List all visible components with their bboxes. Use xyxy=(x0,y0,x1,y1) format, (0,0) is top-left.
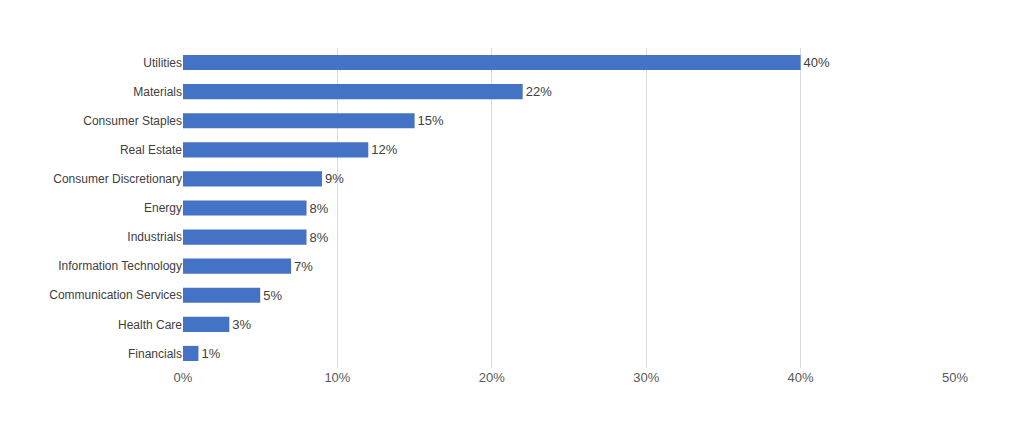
svg-text:Information Technology: Information Technology xyxy=(58,259,182,273)
svg-text:40%: 40% xyxy=(804,55,830,70)
svg-text:10%: 10% xyxy=(324,370,350,385)
svg-text:8%: 8% xyxy=(310,230,329,245)
svg-text:Communication Services: Communication Services xyxy=(49,288,182,302)
svg-text:Materials: Materials xyxy=(133,85,182,99)
svg-text:15%: 15% xyxy=(418,113,444,128)
svg-text:30%: 30% xyxy=(633,370,659,385)
svg-text:12%: 12% xyxy=(371,142,397,157)
svg-text:40%: 40% xyxy=(788,370,814,385)
svg-text:8%: 8% xyxy=(310,201,329,216)
svg-text:50%: 50% xyxy=(942,370,968,385)
svg-text:3%: 3% xyxy=(232,317,251,332)
svg-text:Energy: Energy xyxy=(144,201,182,215)
svg-text:Consumer Discretionary: Consumer Discretionary xyxy=(53,172,182,186)
svg-text:20%: 20% xyxy=(479,370,505,385)
svg-text:9%: 9% xyxy=(325,171,344,186)
svg-text:22%: 22% xyxy=(526,84,552,99)
svg-text:0%: 0% xyxy=(174,370,193,385)
svg-text:Health Care: Health Care xyxy=(118,318,182,332)
svg-text:1%: 1% xyxy=(201,346,220,361)
svg-text:5%: 5% xyxy=(263,288,282,303)
svg-text:Utilities: Utilities xyxy=(143,56,182,70)
svg-text:Industrials: Industrials xyxy=(127,230,182,244)
svg-text:Consumer Staples: Consumer Staples xyxy=(83,114,182,128)
svg-text:Real Estate: Real Estate xyxy=(120,143,182,157)
svg-text:Financials: Financials xyxy=(128,347,182,361)
svg-text:7%: 7% xyxy=(294,259,313,274)
